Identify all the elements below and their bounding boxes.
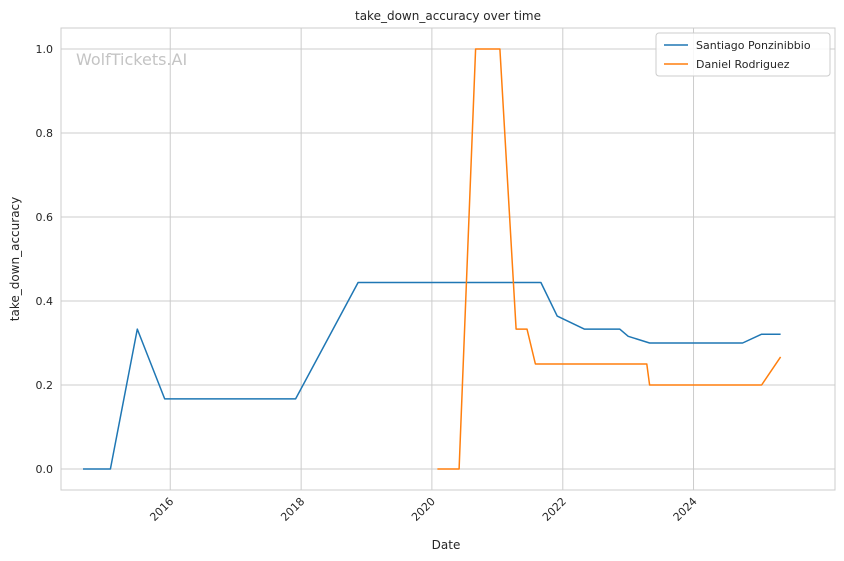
chart-title: take_down_accuracy over time (355, 9, 541, 23)
watermark-text: WolfTickets.AI (76, 50, 187, 69)
y-tick-label: 0.0 (36, 463, 54, 476)
legend: Santiago Ponzinibbio Daniel Rodriguez (655, 32, 831, 77)
grid (61, 28, 835, 490)
y-tick-label: 0.4 (36, 295, 54, 308)
legend-box (655, 32, 831, 77)
y-axis-label: take_down_accuracy (8, 197, 22, 321)
legend-label-series-1: Santiago Ponzinibbio (696, 39, 811, 52)
series-line-2 (437, 48, 782, 470)
series-group (83, 48, 782, 470)
y-tick-label: 0.2 (36, 379, 54, 392)
y-tick-label: 0.6 (36, 211, 54, 224)
legend-label-series-2: Daniel Rodriguez (696, 58, 790, 71)
x-axis-label: Date (432, 538, 461, 552)
plot-area-frame (60, 27, 836, 491)
y-tick-label: 1.0 (36, 43, 54, 56)
series-line-1 (83, 281, 781, 470)
y-tick-label: 0.8 (36, 127, 54, 140)
